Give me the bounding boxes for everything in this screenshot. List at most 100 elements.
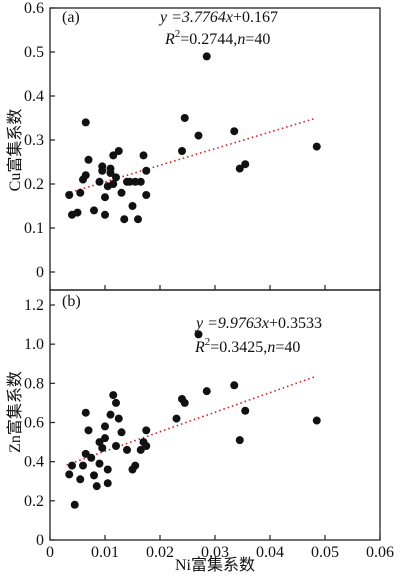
- panel-a-y-tick-label: 0.2: [24, 176, 44, 193]
- panel-b-regression-line: [66, 376, 315, 466]
- panel-b-data-point: [98, 443, 107, 452]
- panel-a: (a) Cu富集系数 0 0.1 0.2 0.3 0.4 0.5 0.6 y =3.7764…: [6, 0, 381, 291]
- panel-b-data-point: [202, 387, 211, 396]
- panel-b-data-point: [76, 475, 85, 484]
- panel-b-label: (b): [62, 293, 81, 310]
- panel-a-data-point: [180, 114, 189, 122]
- panel-b-y-tick-label: 0: [36, 532, 44, 549]
- panel-a-stats: R2=0.2744,n=40: [164, 28, 270, 48]
- panel-b-data-point: [81, 408, 90, 417]
- panel-b-stats: R2=0.3425,n=40: [194, 336, 300, 356]
- panel-a-data-point: [139, 151, 148, 160]
- panel-b-data-point: [194, 330, 203, 339]
- panel-b-data-point: [79, 461, 87, 470]
- panel-a-equation: y =3.7764x+0.167: [158, 9, 278, 26]
- panel-a-data-point: [65, 191, 74, 199]
- panel-b-points: [65, 330, 321, 509]
- panel-b-data-point: [65, 470, 74, 479]
- panel-a-data-point: [90, 206, 98, 215]
- panel-a-data-point: [109, 151, 118, 160]
- panel-a-data-point: [112, 173, 120, 182]
- panel-b-x-ticks: 0 0.01 0.02 0.03 0.04 0.05 0.06: [46, 535, 394, 561]
- panel-a-data-point: [81, 118, 90, 127]
- panel-b-x-tick-label: 0: [46, 544, 54, 561]
- panel-a-data-point: [76, 188, 85, 197]
- panel-a-data-point: [241, 160, 250, 169]
- panel-b-data-point: [101, 434, 109, 443]
- panel-b-x-tick-label: 0.03: [201, 544, 229, 561]
- panel-a-data-point: [109, 180, 118, 188]
- panel-b-data-point: [142, 426, 151, 435]
- panel-a-data-point: [142, 166, 151, 175]
- panel-b-fit-line: [66, 376, 315, 466]
- panel-b-data-point: [95, 459, 104, 468]
- panel-b: (b) Zn富集系数 0 0.2 0.4 0.6 0.8 1.0 1.2 0 0.01 0.02…: [6, 289, 394, 574]
- panel-b-data-point: [312, 416, 321, 425]
- panel-b-ylabel: Zn富集系数: [6, 371, 24, 453]
- panel-a-data-point: [98, 166, 107, 175]
- panel-a-data-point: [235, 164, 244, 173]
- panel-b-data-point: [101, 422, 109, 431]
- panel-a-y-tick-label: 0.3: [24, 132, 44, 149]
- panel-b-data-point: [112, 398, 120, 407]
- panel-b-data-point: [68, 461, 76, 470]
- panel-a-data-point: [73, 208, 82, 217]
- panel-a-data-point: [106, 169, 115, 177]
- panel-b-data-point: [230, 381, 239, 390]
- panel-b-y-tick-label: 1.0: [24, 336, 44, 353]
- panel-b-x-tick-label: 0.06: [366, 544, 394, 561]
- panel-a-y-tick-label: 0.1: [24, 220, 44, 237]
- panel-b-y-ticks: 0 0.2 0.4 0.6 0.8 1.0 1.2: [24, 297, 55, 549]
- panel-a-data-point: [194, 131, 203, 140]
- panel-b-data-point: [92, 482, 101, 491]
- panel-b-x-tick-label: 0.01: [91, 544, 119, 561]
- panel-b-data-point: [106, 410, 115, 419]
- panel-a-label: (a): [62, 9, 80, 26]
- panel-b-data-point: [131, 461, 140, 470]
- panel-b-data-point: [114, 414, 123, 423]
- panel-a-data-point: [95, 177, 104, 186]
- panel-a-data-point: [101, 210, 109, 219]
- panel-b-y-tick-label: 0.6: [24, 415, 44, 432]
- panel-a-data-point: [81, 171, 90, 180]
- panel-a-data-point: [178, 147, 186, 155]
- panel-b-data-point: [142, 442, 151, 450]
- panel-b-data-point: [172, 414, 181, 423]
- panel-a-data-point: [136, 177, 145, 186]
- panel-a-data-point: [114, 147, 123, 155]
- panel-b-data-point: [109, 391, 118, 400]
- panel-a-data-point: [120, 215, 129, 224]
- panel-a-y-ticks: 0 0.1 0.2 0.3 0.4 0.5 0.6: [24, 0, 381, 290]
- panel-b-data-point: [103, 465, 112, 474]
- panel-a-data-point: [131, 177, 140, 186]
- panel-b-data-point: [117, 428, 126, 437]
- panel-a-data-point: [128, 202, 137, 210]
- panel-a-y-tick-label: 0.6: [24, 0, 44, 17]
- panel-a-frame: [49, 7, 381, 291]
- panel-a-ylabel: Cu富集系数: [6, 109, 24, 192]
- panel-b-data-point: [241, 406, 250, 415]
- panel-b-y-tick-label: 1.2: [24, 297, 44, 314]
- panel-b-data-point: [123, 445, 131, 454]
- panel-a-data-point: [134, 215, 142, 224]
- panel-a-data-point: [101, 193, 109, 202]
- panel-b-x-tick-label: 0.04: [256, 544, 284, 561]
- panel-a-fit-line: [66, 117, 315, 195]
- panel-a-data-point: [117, 188, 126, 197]
- panel-a-y-tick-label: 0.4: [24, 88, 44, 105]
- panel-a-data-point: [84, 155, 93, 164]
- panel-a-data-point: [202, 52, 211, 61]
- panel-a-data-point: [312, 142, 321, 151]
- panel-a-y-tick-label: 0.5: [24, 44, 44, 61]
- panel-a-data-point: [142, 191, 151, 199]
- panel-b-data-point: [112, 442, 120, 450]
- panel-b-equation: y =9.9763x+0.3533: [194, 315, 322, 332]
- panel-b-data-point: [235, 436, 244, 445]
- panel-a-data-point: [230, 127, 239, 136]
- panel-b-data-point: [103, 479, 112, 488]
- panel-b-data-point: [70, 500, 79, 509]
- panel-b-data-point: [90, 471, 98, 480]
- panel-b-y-tick-label: 0.2: [24, 493, 44, 510]
- panel-b-x-tick-label: 0.02: [146, 544, 174, 561]
